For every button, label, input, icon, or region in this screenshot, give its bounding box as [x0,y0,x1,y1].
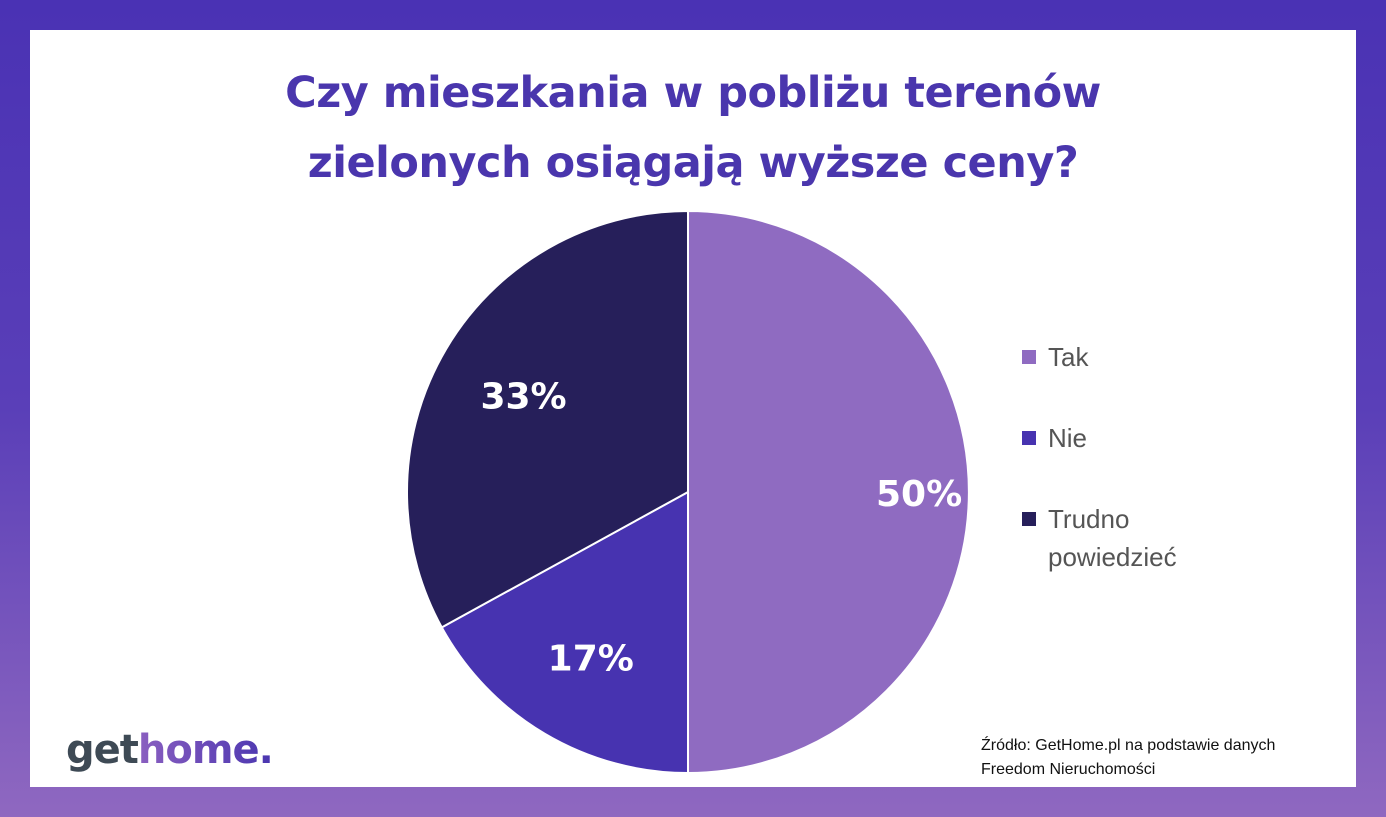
logo-part-home: home. [137,727,274,773]
pie-slice-nie [440,490,689,775]
source-note: Źródło: GetHome.pl na podstawie danych F… [981,734,1275,782]
title-line-2: zielonych osiągają wyższe ceny? [307,138,1079,188]
legend-label: Trudno [1048,504,1130,534]
source-line-2: Freedom Nieruchomości [981,761,1156,778]
legend-item-trudno: Trudno powiedzieć [1022,500,1177,576]
legend-label: Tak [1048,342,1089,372]
pie-slice-trudno-powiedzieć [406,209,689,629]
title-line-1: Czy mieszkania w pobliżu terenów [285,68,1101,118]
legend-label-line2: powiedzieć [1048,542,1177,572]
logo-part-get: get [66,727,139,773]
legend-label: Nie [1048,423,1088,453]
data-label: 50% [876,474,962,515]
source-line-1: Źródło: GetHome.pl na podstawie danych [981,737,1276,754]
legend-item-nie: Nie [1022,419,1087,457]
legend-swatch [1022,431,1036,446]
pie-slice-tak [687,209,970,775]
gethome-logo: gethome. [66,727,274,773]
data-label: 17% [548,638,634,679]
legend-swatch [1022,512,1036,527]
legend-item-tak: Tak [1022,338,1088,376]
legend-swatch [1022,350,1036,365]
data-label: 33% [480,377,566,418]
chart-title: Czy mieszkania w pobliżu terenów zielony… [0,58,1386,198]
